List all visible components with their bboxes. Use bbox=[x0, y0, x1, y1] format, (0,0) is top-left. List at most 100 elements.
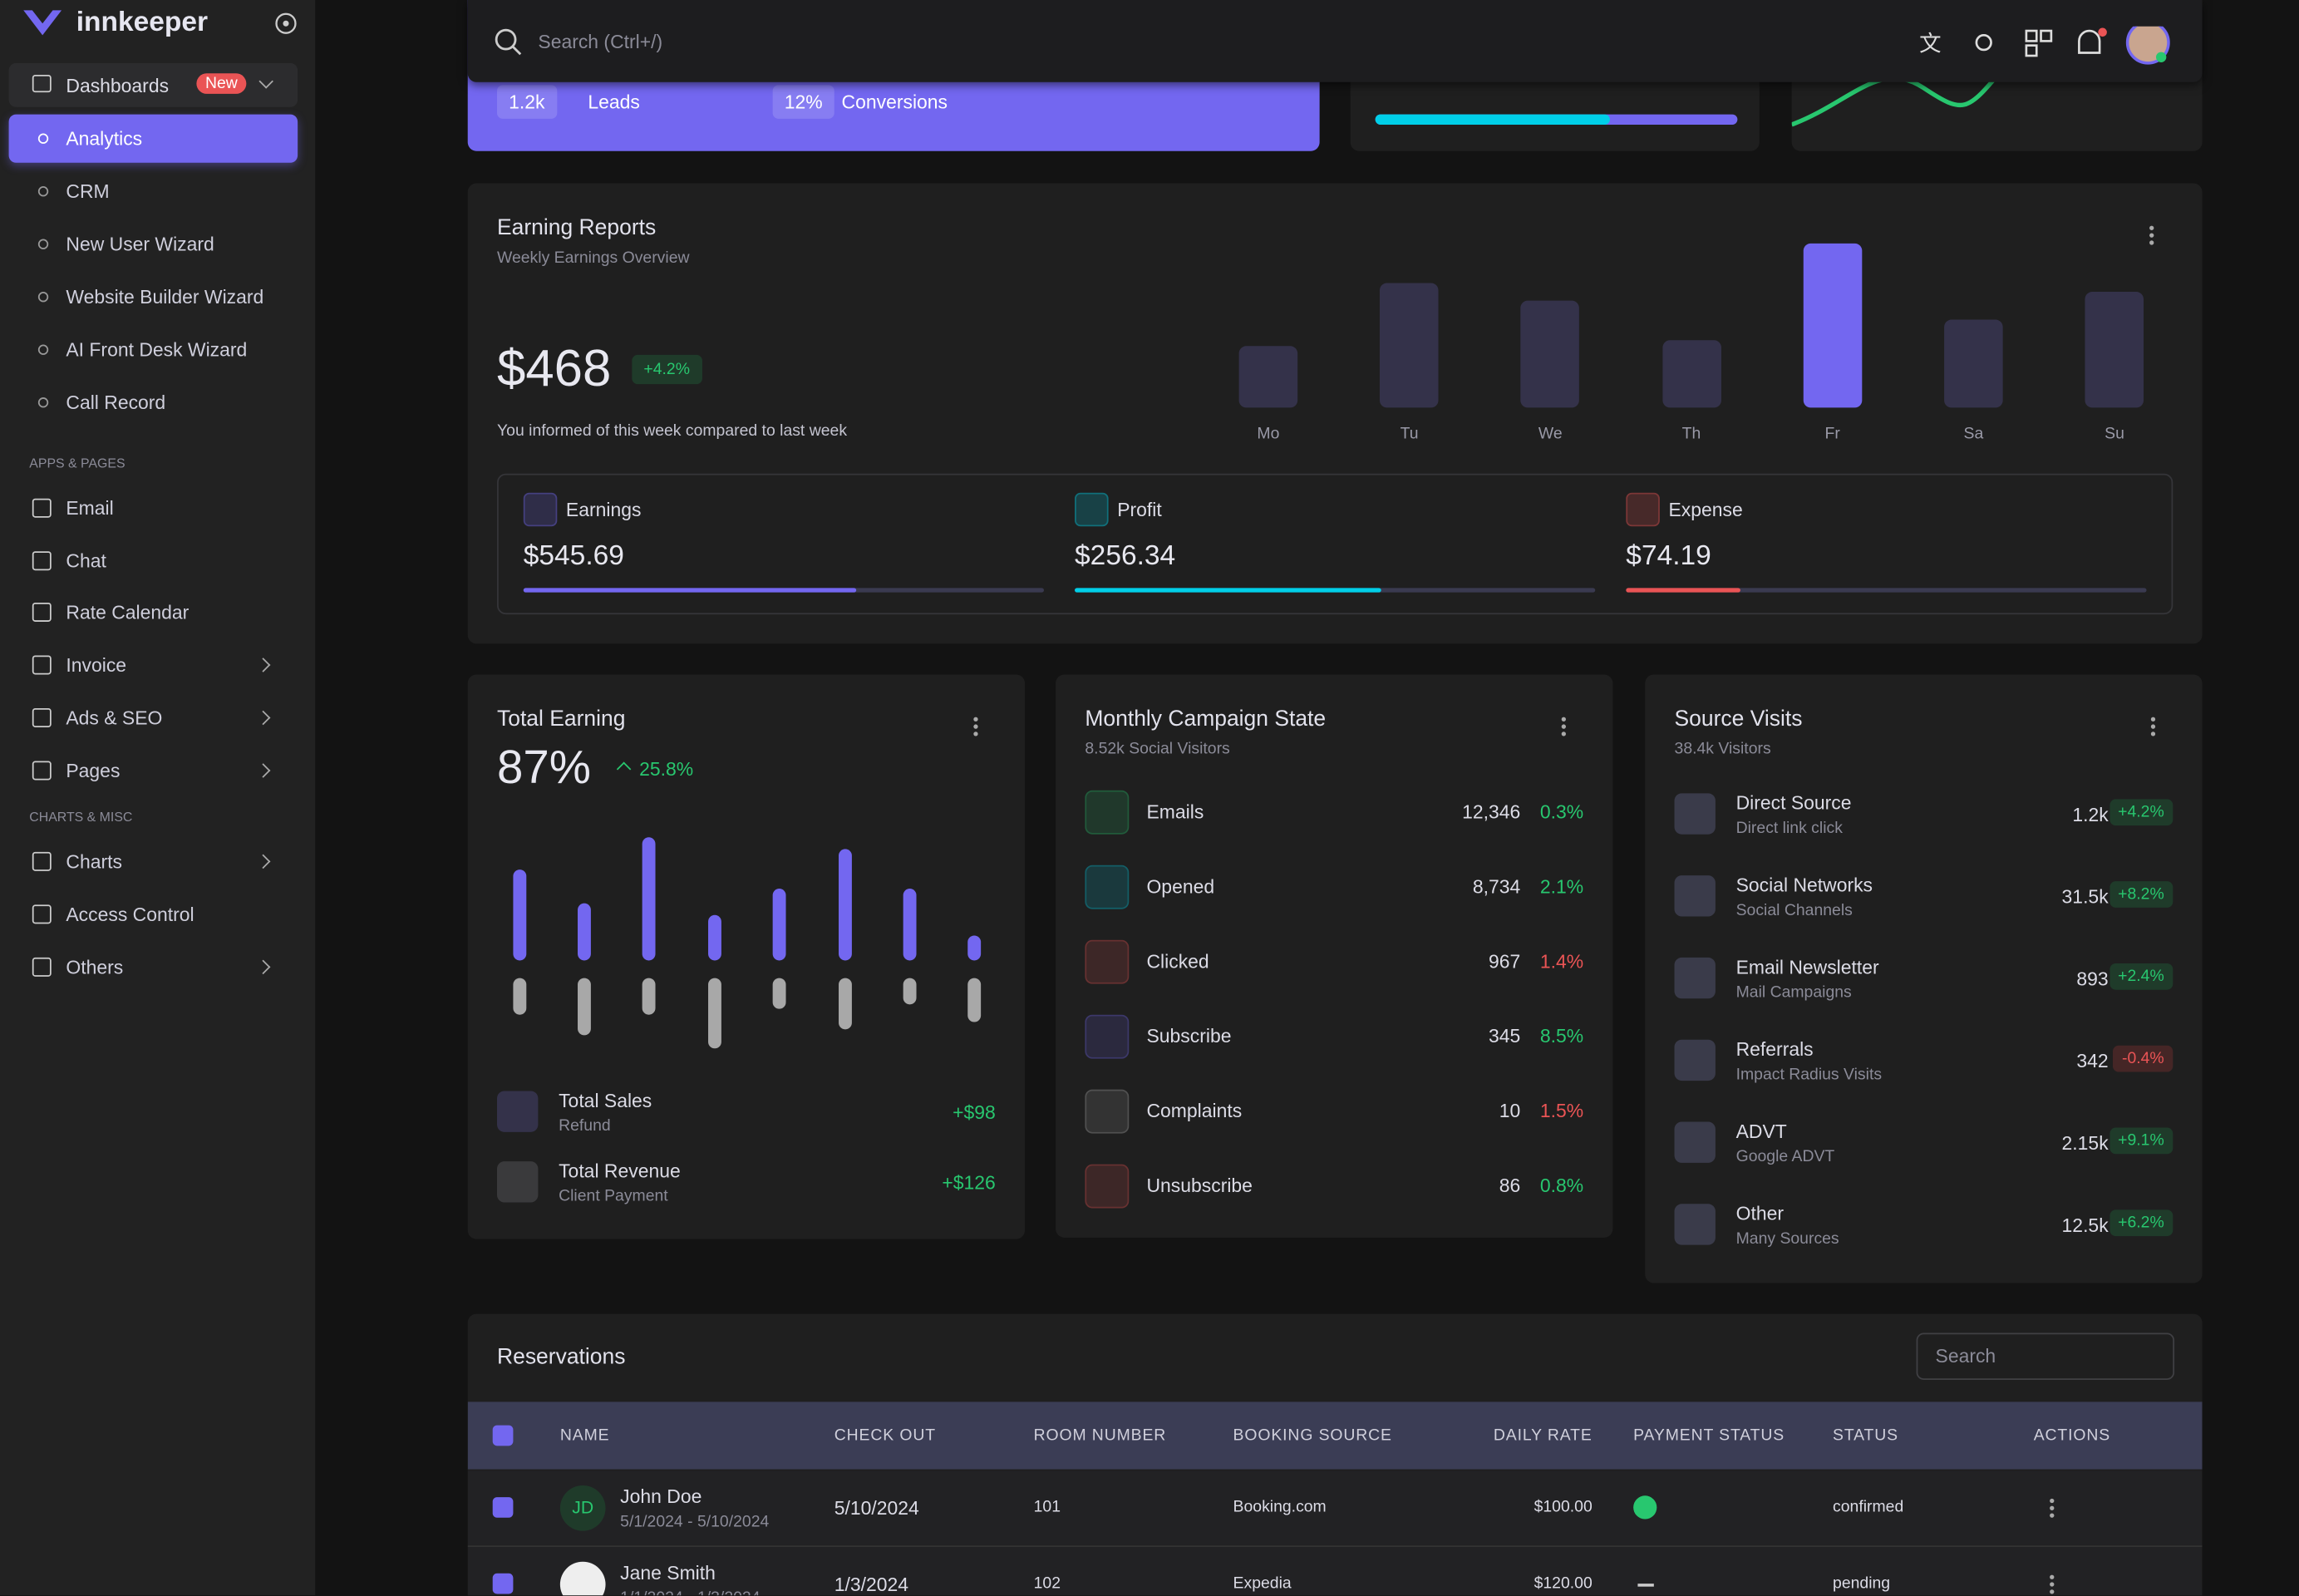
x-tick-label: Sa bbox=[1963, 425, 1984, 443]
nav-subitem[interactable]: Call Record bbox=[9, 378, 298, 426]
row-name: Complaints bbox=[1146, 1100, 1243, 1122]
column-header: DAILY RATE bbox=[1493, 1426, 1593, 1445]
column-header: BOOKING SOURCE bbox=[1233, 1426, 1392, 1445]
bar bbox=[1520, 300, 1580, 408]
row-name: Direct Source bbox=[1735, 791, 1852, 815]
nav-label: Ads & SEO bbox=[66, 706, 163, 729]
nav-subitem[interactable]: New User Wizard bbox=[9, 220, 298, 268]
row-value: 893 bbox=[2076, 968, 2109, 990]
amount: $468 bbox=[497, 340, 612, 398]
up-arrow bbox=[616, 761, 632, 776]
row-icon bbox=[1085, 1164, 1130, 1209]
row-percent: 0.8% bbox=[1539, 1174, 1584, 1197]
row-name: Opened bbox=[1146, 875, 1215, 898]
source-visits: Source Visits 38.4k Visitors Direct Source… bbox=[1645, 674, 2203, 1283]
source: Expedia bbox=[1233, 1574, 1292, 1593]
row-name: Unsubscribe bbox=[1146, 1174, 1253, 1197]
nav-item[interactable]: Chat bbox=[9, 534, 298, 584]
bar bbox=[838, 849, 852, 961]
bar bbox=[1661, 340, 1721, 408]
stat-label: Expense bbox=[1668, 498, 1743, 521]
row-sub: Many Sources bbox=[1735, 1230, 1839, 1249]
nav-icon bbox=[32, 603, 52, 623]
nav-item[interactable]: Others bbox=[9, 941, 298, 991]
bar bbox=[577, 978, 591, 1036]
chevron bbox=[255, 854, 271, 869]
search-input[interactable]: Search (Ctrl+/) bbox=[538, 31, 663, 53]
total-earning: Total Earning 87% 25.8% Total Sales Refund +$… bbox=[467, 674, 1026, 1239]
guest-dates: 5/1/2024 - 5/10/2024 bbox=[620, 1513, 770, 1531]
stat-value: $256.34 bbox=[1075, 540, 1176, 572]
more-menu[interactable] bbox=[1561, 714, 1568, 739]
nav-item[interactable]: Charts bbox=[9, 836, 298, 886]
chevron bbox=[255, 762, 271, 777]
nav-item[interactable]: Dashboards New bbox=[8, 62, 298, 107]
bullet bbox=[37, 186, 49, 197]
row-checkbox[interactable] bbox=[492, 1573, 514, 1594]
stat-value: $74.19 bbox=[1626, 540, 1711, 572]
nav-subitem[interactable]: CRM bbox=[9, 167, 298, 215]
nav-item[interactable]: Access Control bbox=[9, 889, 298, 938]
bar bbox=[772, 889, 786, 961]
row-count: 967 bbox=[1489, 950, 1521, 973]
row-percent: 1.4% bbox=[1539, 950, 1584, 973]
nav-icon bbox=[32, 707, 52, 727]
row-percent: 0.3% bbox=[1539, 800, 1584, 823]
stat-icon bbox=[1626, 492, 1660, 527]
rate: $120.00 bbox=[1533, 1574, 1593, 1593]
bar bbox=[967, 978, 982, 1022]
progress-fill bbox=[1075, 588, 1382, 593]
nav-label: Dashboards bbox=[66, 74, 170, 97]
row-icon bbox=[1674, 875, 1716, 917]
guest-dates: 1/1/2024 - 1/3/2024 bbox=[620, 1589, 760, 1595]
nav-item[interactable]: Rate Calendar bbox=[9, 587, 298, 637]
row-name: Referrals bbox=[1735, 1037, 1814, 1061]
row-name: Clicked bbox=[1146, 950, 1209, 973]
stat-label: Leads bbox=[588, 91, 640, 113]
stat-label: Earnings bbox=[565, 498, 642, 521]
bar bbox=[512, 869, 526, 961]
item-icon bbox=[497, 1161, 539, 1203]
bar bbox=[838, 978, 852, 1030]
more-menu[interactable] bbox=[973, 714, 979, 739]
row-icon bbox=[1674, 793, 1716, 835]
row-percent: 8.5% bbox=[1539, 1025, 1584, 1047]
nav-subitem[interactable]: AI Front Desk Wizard bbox=[9, 326, 298, 374]
row-sub: Impact Radius Visits bbox=[1735, 1066, 1883, 1084]
row-bg bbox=[467, 1547, 2203, 1596]
card-subtitle: 38.4k Visitors bbox=[1674, 740, 1771, 759]
avatar: JD bbox=[559, 1485, 606, 1531]
column-header: ACTIONS bbox=[2033, 1426, 2111, 1445]
nav-subitem[interactable]: Analytics bbox=[8, 114, 298, 163]
search-input[interactable]: Search bbox=[1916, 1332, 2175, 1380]
chevron bbox=[255, 958, 271, 974]
column-header: CHECK OUT bbox=[834, 1426, 936, 1445]
nav-item[interactable]: Ads & SEO bbox=[9, 692, 298, 741]
row-name: Subscribe bbox=[1146, 1025, 1232, 1047]
nav-item[interactable]: Email bbox=[9, 482, 298, 532]
nav-item[interactable]: Invoice bbox=[9, 639, 298, 689]
topbar-icons[interactable]: 文 bbox=[1917, 26, 2181, 71]
more-menu[interactable] bbox=[2050, 1572, 2055, 1595]
nav-item[interactable]: Pages bbox=[9, 744, 298, 794]
pin-toggle[interactable] bbox=[274, 12, 298, 35]
x-tick-label: Th bbox=[1681, 425, 1701, 443]
nav-icon bbox=[32, 655, 52, 675]
select-all[interactable] bbox=[492, 1425, 514, 1446]
status: confirmed bbox=[1833, 1498, 1904, 1517]
nav-subitem[interactable]: Website Builder Wizard bbox=[9, 273, 298, 321]
row-checkbox[interactable] bbox=[492, 1497, 514, 1518]
x-tick-label: Fr bbox=[1824, 425, 1840, 443]
more-menu[interactable] bbox=[2149, 223, 2155, 248]
more-menu[interactable] bbox=[2150, 714, 2157, 739]
more-menu[interactable] bbox=[2050, 1495, 2055, 1520]
nav-label: Website Builder Wizard bbox=[66, 285, 264, 308]
stat-chip: 1.2k bbox=[497, 85, 557, 119]
bar bbox=[1944, 319, 2003, 408]
bullet bbox=[37, 239, 49, 249]
card-subtitle: 8.52k Social Visitors bbox=[1085, 740, 1230, 759]
percent: 87% bbox=[497, 740, 591, 794]
row-name: Social Networks bbox=[1735, 874, 1873, 896]
room: 101 bbox=[1033, 1498, 1061, 1517]
